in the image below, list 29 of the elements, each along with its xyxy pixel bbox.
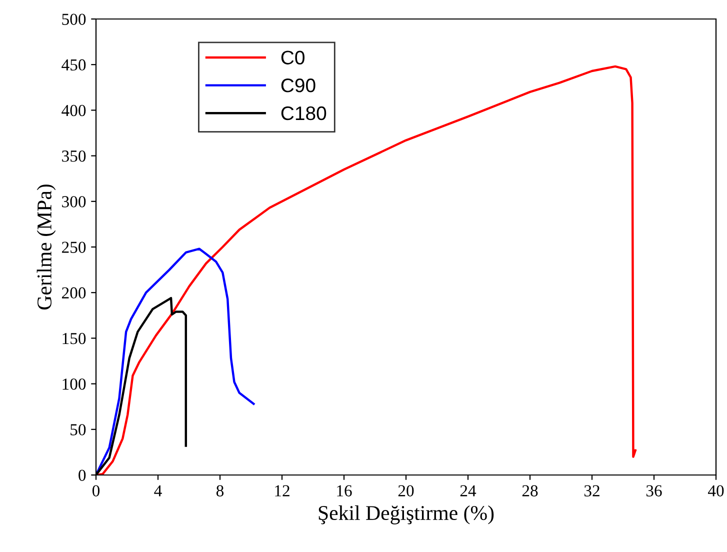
x-tick-label: 16 xyxy=(337,485,352,496)
line-series xyxy=(96,65,637,475)
x-tick-label: 4 xyxy=(154,485,162,496)
x-tick-label: 28 xyxy=(522,485,538,496)
legend-label: C90 xyxy=(281,78,316,92)
y-tick-label: 50 xyxy=(70,424,86,436)
y-tick-label: 150 xyxy=(62,332,86,344)
x-tick-label: 24 xyxy=(460,485,476,496)
y-tick-label: 0 xyxy=(78,470,86,481)
legend-label: C180 xyxy=(281,106,326,120)
y-tick-label: 100 xyxy=(62,378,86,390)
y-tick-label: 450 xyxy=(62,59,86,71)
y-axis-title: Gerilme (MPa) xyxy=(36,184,56,310)
y-tick-label: 200 xyxy=(62,287,86,299)
x-tick-label: 20 xyxy=(398,485,414,496)
x-axis-title: Şekil Değiştirme (%) xyxy=(318,505,494,524)
line-series xyxy=(96,248,255,475)
y-tick-label: 250 xyxy=(62,242,86,253)
x-tick-label: 0 xyxy=(92,485,100,496)
x-tick-label: 8 xyxy=(216,485,224,496)
y-tick-label: 500 xyxy=(62,14,86,25)
y-tick-label: 400 xyxy=(62,104,86,116)
y-tick-label: 300 xyxy=(62,196,86,208)
legend-label: C0 xyxy=(281,50,304,64)
x-tick-label: 40 xyxy=(708,485,724,496)
x-tick-label: 36 xyxy=(646,485,662,496)
x-tick-label: 12 xyxy=(275,485,290,496)
x-tick-label: 32 xyxy=(584,485,600,496)
y-tick-label: 350 xyxy=(62,150,86,162)
